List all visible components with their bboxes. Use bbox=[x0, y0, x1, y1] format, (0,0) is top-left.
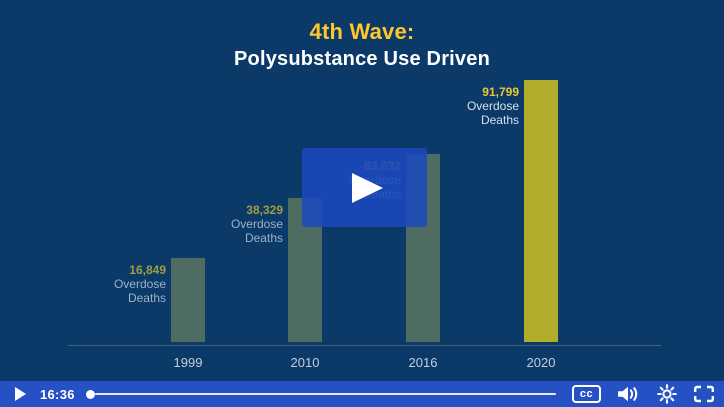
big-play-button[interactable] bbox=[302, 148, 427, 227]
fullscreen-button[interactable] bbox=[692, 384, 716, 404]
play-button[interactable] bbox=[13, 387, 27, 401]
year-label-2010: 2010 bbox=[290, 355, 320, 370]
bar-1999 bbox=[171, 258, 205, 342]
volume-icon bbox=[616, 385, 640, 403]
bar-unit-line: Overdose bbox=[113, 277, 166, 291]
bar-unit-line: Deaths bbox=[127, 291, 166, 305]
progress-track[interactable] bbox=[94, 393, 556, 395]
play-icon bbox=[352, 172, 383, 203]
x-axis-line bbox=[68, 345, 661, 346]
bar-2020 bbox=[524, 80, 558, 342]
progress-bar[interactable] bbox=[85, 388, 556, 400]
fullscreen-icon bbox=[692, 384, 716, 404]
cc-button[interactable]: cc bbox=[572, 385, 601, 403]
bar-value: 91,799 bbox=[482, 85, 519, 99]
volume-button[interactable] bbox=[616, 384, 640, 404]
bar-unit-line: Overdose bbox=[230, 217, 283, 231]
bar-unit-line: Overdose bbox=[466, 99, 519, 113]
bar-label-2010: 38,329 Overdose Deaths bbox=[231, 203, 283, 245]
bar-label-1999: 16,849 Overdose Deaths bbox=[114, 263, 166, 305]
bar-unit-line: Deaths bbox=[244, 231, 283, 245]
bar-value: 38,329 bbox=[246, 203, 283, 217]
bar-unit-line: Deaths bbox=[480, 113, 519, 127]
bar-label-2020: 91,799 Overdose Deaths bbox=[467, 85, 519, 127]
video-controls: 16:36 cc bbox=[0, 381, 724, 407]
settings-button[interactable] bbox=[655, 384, 679, 404]
year-label-1999: 1999 bbox=[173, 355, 203, 370]
playhead-dot[interactable] bbox=[85, 389, 95, 399]
settings-icon bbox=[657, 384, 677, 404]
current-time: 16:36 bbox=[40, 386, 75, 402]
year-label-2020: 2020 bbox=[526, 355, 556, 370]
bar-value: 16,849 bbox=[129, 263, 166, 277]
chart-title: 4th Wave: Polysubstance Use Driven bbox=[0, 19, 724, 71]
play-icon bbox=[14, 387, 26, 401]
year-label-2016: 2016 bbox=[408, 355, 438, 370]
chart-title-line2: Polysubstance Use Driven bbox=[233, 48, 490, 70]
chart-title-line1: 4th Wave: bbox=[309, 19, 415, 44]
